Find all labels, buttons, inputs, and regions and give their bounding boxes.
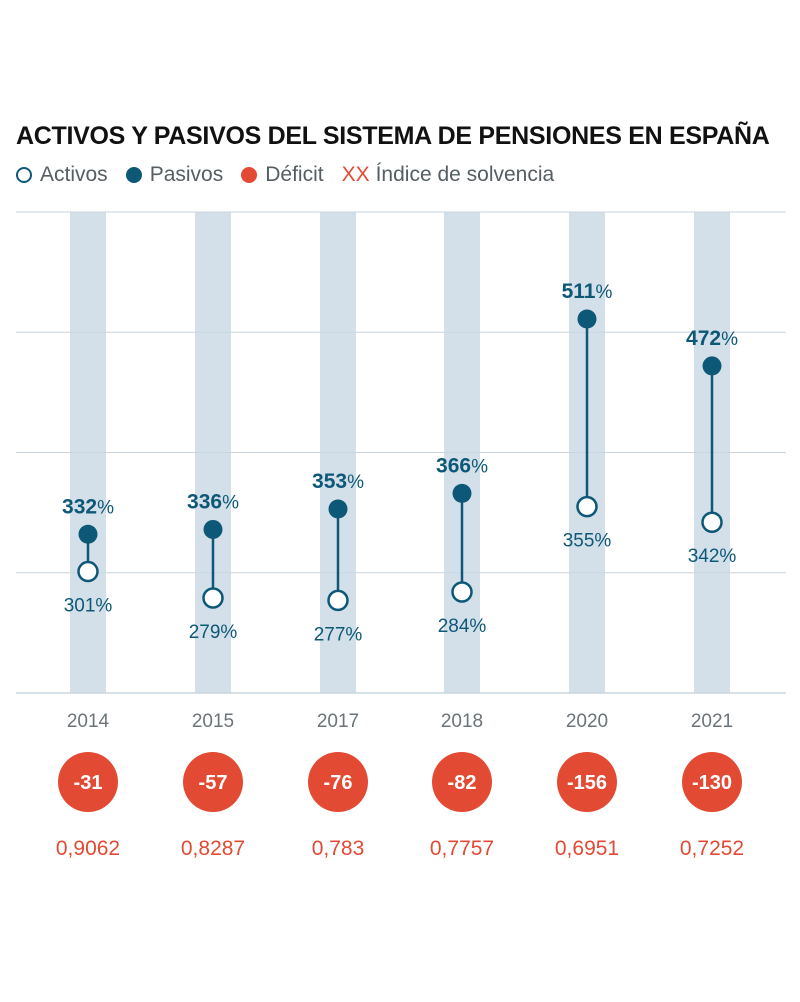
pasivos-point <box>328 499 348 519</box>
year-label: 2020 <box>566 711 608 732</box>
pasivos-point <box>78 524 98 544</box>
year-label: 2014 <box>67 711 110 732</box>
activos-point <box>327 589 349 612</box>
deficit-label: -130 <box>692 772 732 794</box>
legend-pasivos: Pasivos <box>125 163 224 187</box>
pasivos-point <box>452 483 472 503</box>
activos-point <box>701 511 723 533</box>
legend-deficit: Déficit <box>241 163 324 187</box>
red-circle-icon <box>241 167 258 183</box>
legend-pasivos-label: Pasivos <box>149 163 224 186</box>
activos-point <box>576 495 598 518</box>
deficit-label: -57 <box>199 772 228 794</box>
deficit-circle <box>183 752 243 812</box>
hollow-circle-icon <box>16 167 32 183</box>
indice-label: 0,9062 <box>56 837 120 860</box>
pasivos-point <box>577 309 597 329</box>
deficit-circle <box>557 752 617 812</box>
legend-activos: Activos <box>16 163 108 187</box>
legend: Activos Pasivos Déficit XX Índice de sol… <box>16 160 572 190</box>
deficit-label: -156 <box>567 772 607 794</box>
pasivos-label: 332% <box>62 495 114 518</box>
deficit-circle <box>58 752 118 812</box>
activos-label: 284% <box>438 616 487 637</box>
pasivos-label: 511% <box>562 280 613 303</box>
deficit-label: -76 <box>324 772 353 794</box>
activos-point <box>202 587 224 609</box>
deficit-circle <box>432 752 492 812</box>
legend-deficit-label: Déficit <box>265 163 324 186</box>
year-label: 2017 <box>317 711 359 732</box>
year-label: 2021 <box>691 711 733 732</box>
activos-label: 277% <box>314 624 363 645</box>
indice-label: 0,7757 <box>430 837 494 860</box>
indice-label: 0,783 <box>312 837 365 860</box>
pasivos-label: 366% <box>436 454 488 477</box>
legend-indice-marker: XX <box>341 163 370 186</box>
pasivos-point <box>203 519 223 539</box>
chart-title: ACTIVOS Y PASIVOS DEL SISTEMA DE PENSION… <box>16 122 770 150</box>
year-label: 2015 <box>192 711 234 732</box>
pasivos-label: 472% <box>686 327 738 350</box>
filled-circle-icon <box>125 167 142 183</box>
activos-label: 342% <box>688 546 737 567</box>
activos-point <box>77 560 99 583</box>
indice-label: 0,7252 <box>680 837 744 860</box>
legend-indice-label: Índice de solvencia <box>375 163 555 186</box>
activos-point <box>451 581 473 603</box>
activos-label: 301% <box>64 596 113 617</box>
year-label: 2018 <box>441 711 483 732</box>
deficit-circle <box>308 752 368 812</box>
pasivos-point <box>702 356 722 376</box>
activos-label: 279% <box>189 622 238 643</box>
activos-label: 355% <box>563 531 612 552</box>
deficit-circle <box>682 752 742 812</box>
indice-label: 0,6951 <box>555 837 619 860</box>
legend-indice: XX Índice de solvencia <box>342 163 555 187</box>
pasivos-label: 353% <box>312 470 364 493</box>
indice-label: 0,8287 <box>181 837 245 860</box>
deficit-label: -31 <box>74 772 103 794</box>
legend-activos-label: Activos <box>40 163 108 186</box>
pasivos-label: 336% <box>187 490 239 513</box>
deficit-label: -82 <box>448 772 477 794</box>
